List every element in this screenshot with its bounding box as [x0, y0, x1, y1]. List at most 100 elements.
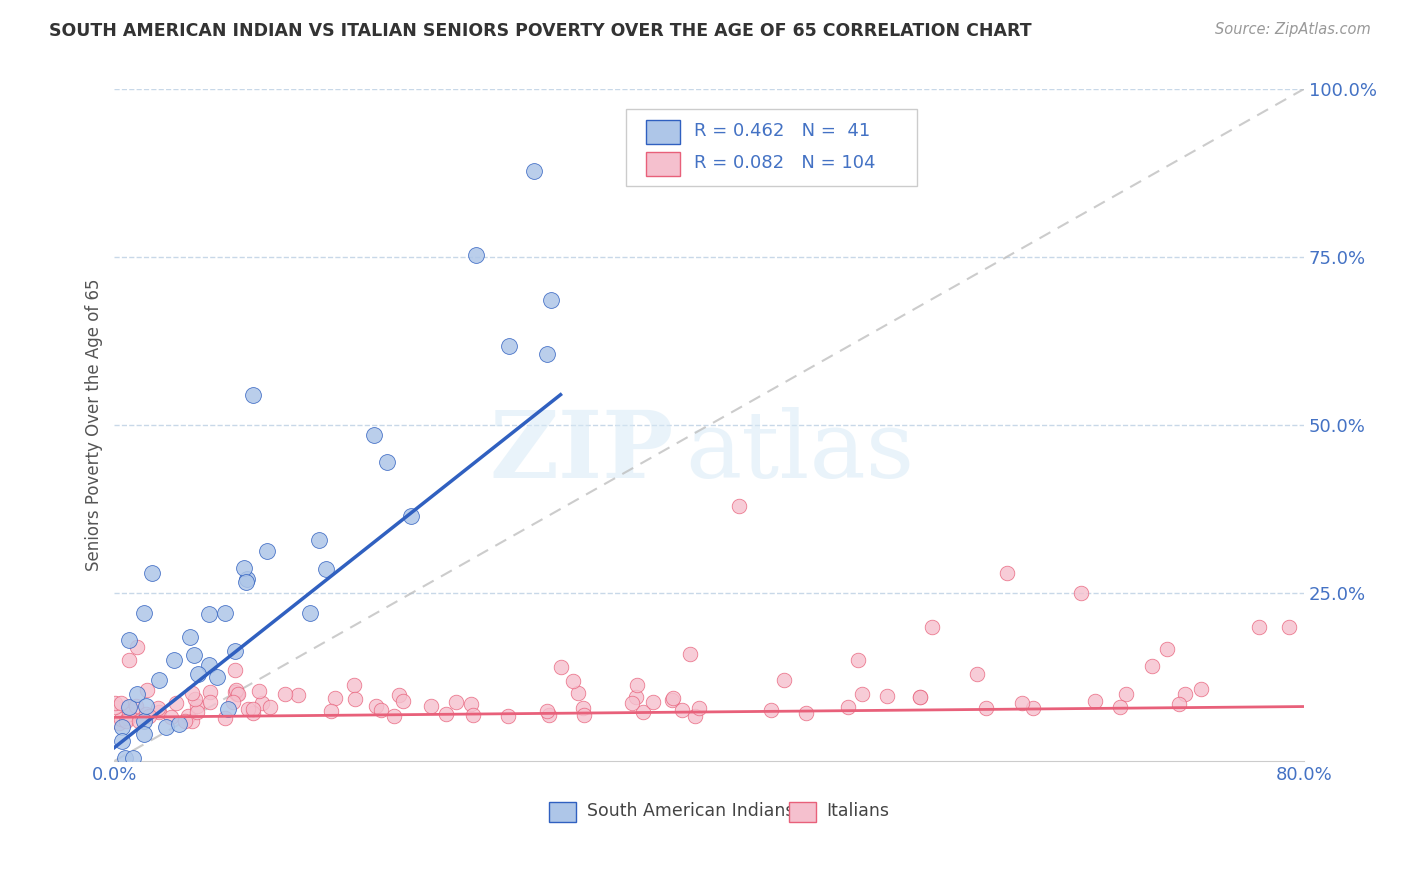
- Point: [921, 619, 943, 633]
- Point: [567, 685, 589, 699]
- Point: [995, 566, 1018, 580]
- Point: [259, 699, 281, 714]
- Point: [343, 678, 366, 692]
- Point: [370, 703, 392, 717]
- Point: [1156, 642, 1178, 657]
- Point: [197, 607, 219, 621]
- Point: [550, 660, 572, 674]
- Point: [382, 709, 405, 723]
- Point: [128, 714, 150, 728]
- Point: [242, 387, 264, 401]
- Point: [274, 687, 297, 701]
- Point: [222, 695, 245, 709]
- Point: [118, 653, 141, 667]
- Point: [181, 714, 204, 728]
- Point: [1140, 659, 1163, 673]
- Point: [662, 691, 685, 706]
- Point: [434, 707, 457, 722]
- Point: [242, 706, 264, 721]
- Point: [1278, 619, 1301, 633]
- Point: [496, 709, 519, 723]
- Point: [1189, 681, 1212, 696]
- Point: [308, 533, 330, 547]
- Point: [165, 696, 187, 710]
- Point: [159, 710, 181, 724]
- Point: [772, 673, 794, 688]
- Point: [217, 702, 239, 716]
- Point: [910, 690, 932, 704]
- Point: [572, 708, 595, 723]
- Point: [141, 566, 163, 580]
- Point: [679, 647, 702, 661]
- Point: [523, 164, 546, 178]
- Point: [1109, 699, 1132, 714]
- Point: [118, 700, 141, 714]
- Point: [125, 687, 148, 701]
- Point: [200, 684, 222, 698]
- Point: [110, 712, 132, 726]
- Point: [299, 606, 322, 620]
- Point: [323, 690, 346, 705]
- Point: [1011, 697, 1033, 711]
- Point: [148, 705, 170, 719]
- Point: [187, 667, 209, 681]
- Point: [224, 644, 246, 658]
- Point: [174, 714, 197, 728]
- Point: [287, 688, 309, 702]
- Point: [111, 720, 134, 734]
- Point: [388, 688, 411, 702]
- Point: [536, 346, 558, 360]
- Point: [420, 698, 443, 713]
- Point: [688, 701, 710, 715]
- Point: [134, 606, 156, 620]
- Point: [136, 683, 159, 698]
- Point: [321, 704, 343, 718]
- Point: [1022, 701, 1045, 715]
- Point: [117, 711, 139, 725]
- Point: [114, 750, 136, 764]
- Point: [375, 455, 398, 469]
- Bar: [548, 802, 576, 822]
- Point: [236, 701, 259, 715]
- Point: [461, 707, 484, 722]
- Point: [134, 714, 156, 728]
- Point: [256, 544, 278, 558]
- Point: [846, 653, 869, 667]
- Point: [197, 658, 219, 673]
- Point: [250, 696, 273, 710]
- Point: [837, 699, 859, 714]
- Point: [794, 706, 817, 721]
- Y-axis label: Seniors Poverty Over the Age of 65: Seniors Poverty Over the Age of 65: [86, 278, 103, 571]
- Point: [135, 706, 157, 721]
- Point: [104, 700, 127, 714]
- Point: [538, 707, 561, 722]
- Point: [851, 687, 873, 701]
- Point: [214, 711, 236, 725]
- Point: [399, 509, 422, 524]
- Point: [108, 716, 131, 731]
- Point: [1084, 694, 1107, 708]
- Point: [186, 705, 208, 719]
- Point: [247, 683, 270, 698]
- Text: South American Indians: South American Indians: [586, 803, 794, 821]
- Point: [391, 694, 413, 708]
- FancyBboxPatch shape: [626, 109, 918, 186]
- Point: [1168, 698, 1191, 712]
- Point: [214, 606, 236, 620]
- Point: [104, 696, 127, 710]
- Point: [683, 709, 706, 723]
- Point: [364, 699, 387, 714]
- Point: [235, 575, 257, 590]
- Point: [111, 734, 134, 748]
- Point: [1070, 586, 1092, 600]
- Point: [460, 698, 482, 712]
- Point: [155, 720, 177, 734]
- Point: [121, 750, 143, 764]
- Point: [876, 689, 898, 703]
- Point: [186, 699, 208, 714]
- Point: [115, 714, 138, 728]
- Bar: [647, 120, 679, 145]
- Point: [134, 727, 156, 741]
- Point: [620, 696, 643, 710]
- Text: R = 0.462   N =  41: R = 0.462 N = 41: [693, 122, 870, 140]
